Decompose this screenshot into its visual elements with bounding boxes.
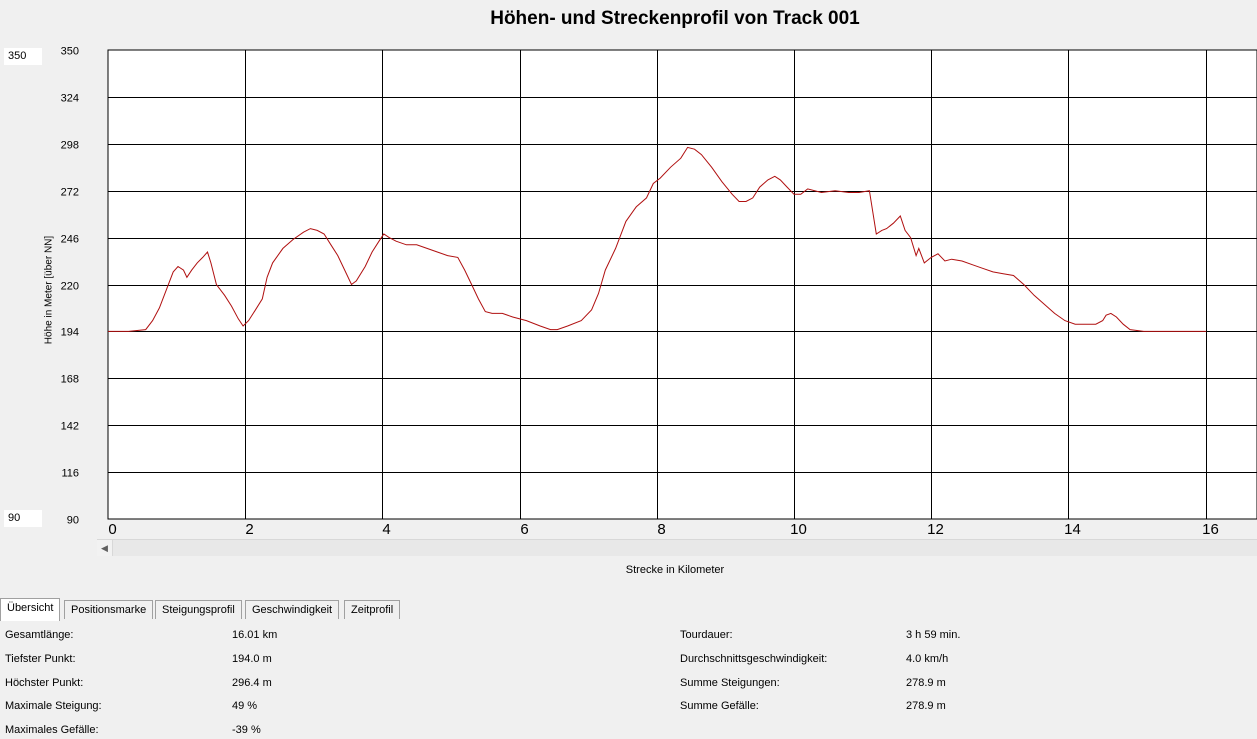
tab-uebersicht[interactable]: Übersicht <box>0 598 61 621</box>
elevation-profile-line <box>108 146 1207 332</box>
stat-label-total-descent: Summe Gefälle: <box>680 700 759 712</box>
y-tick-labels: 90 116 142 168 194 220 246 272 298 324 350 <box>61 46 79 527</box>
x-tick-label: 0 <box>108 521 116 538</box>
stat-value-total-ascent: 278.9 m <box>906 677 946 689</box>
x-tick-label: 10 <box>790 521 807 538</box>
y-min-input[interactable] <box>4 510 42 527</box>
y-tick-label: 298 <box>61 140 79 152</box>
x-tick-label: 2 <box>245 521 253 538</box>
y-tick-label: 350 <box>61 46 79 58</box>
y-tick-label: 90 <box>67 515 79 527</box>
x-tick-label: 16 <box>1202 521 1219 538</box>
scroll-left-arrow-icon[interactable]: ◀ <box>97 540 113 556</box>
y-tick-label: 142 <box>61 421 79 433</box>
stat-value-duration: 3 h 59 min. <box>906 629 961 641</box>
tab-steigungsprofil[interactable]: Steigungsprofil <box>155 600 242 619</box>
plot-area <box>107 49 1257 520</box>
y-max-input[interactable] <box>4 48 42 65</box>
stat-label-max-decline: Maximales Gefälle: <box>5 724 99 736</box>
y-tick-label: 246 <box>61 234 79 246</box>
chart-title: Höhen- und Streckenprofil von Track 001 <box>490 8 860 29</box>
stat-value-max-decline: -39 % <box>232 724 261 736</box>
stat-label-lowest: Tiefster Punkt: <box>5 653 76 665</box>
y-tick-label: 116 <box>61 468 79 480</box>
stat-label-max-incline: Maximale Steigung: <box>5 700 102 712</box>
tab-positionsmarke[interactable]: Positionsmarke <box>64 600 154 619</box>
stat-label-highest: Höchster Punkt: <box>5 677 84 689</box>
tab-geschwindigkeit[interactable]: Geschwindigkeit <box>245 600 340 619</box>
stat-label-length: Gesamtlänge: <box>5 629 74 641</box>
y-tick-label: 168 <box>61 374 79 386</box>
grid-lines <box>108 50 1257 519</box>
y-tick-label: 194 <box>61 327 79 339</box>
y-tick-label: 272 <box>61 187 79 199</box>
y-tick-label: 324 <box>61 93 79 105</box>
stat-label-total-ascent: Summe Steigungen: <box>680 677 780 689</box>
stat-value-total-descent: 278.9 m <box>906 700 946 712</box>
stat-value-highest: 296.4 m <box>232 677 272 689</box>
y-tick-label: 220 <box>61 281 79 293</box>
x-tick-label: 8 <box>657 521 665 538</box>
stat-label-duration: Tourdauer: <box>680 629 733 641</box>
x-tick-label: 12 <box>927 521 944 538</box>
horizontal-scrollbar[interactable]: ◀ <box>97 539 1257 556</box>
stat-value-length: 16.01 km <box>232 629 278 641</box>
stat-value-lowest: 194.0 m <box>232 653 272 665</box>
x-tick-labels: 0 2 4 6 8 10 12 14 16 <box>108 521 1219 538</box>
overview-panel: Gesamtlänge: 16.01 km Tiefster Punkt: 19… <box>0 620 1257 739</box>
x-axis-label: Strecke in Kilometer <box>625 564 725 576</box>
x-tick-label: 14 <box>1064 521 1081 538</box>
x-tick-label: 6 <box>520 521 528 538</box>
stat-label-avg-speed: Durchschnittsgeschwindigkeit: <box>680 653 828 665</box>
tab-strip: Übersicht Positionsmarke Steigungsprofil… <box>0 598 1257 621</box>
stat-value-avg-speed: 4.0 km/h <box>906 653 949 665</box>
stat-value-max-incline: 49 % <box>232 700 258 712</box>
tab-zeitprofil[interactable]: Zeitprofil <box>344 600 401 619</box>
x-tick-label: 4 <box>382 521 390 538</box>
